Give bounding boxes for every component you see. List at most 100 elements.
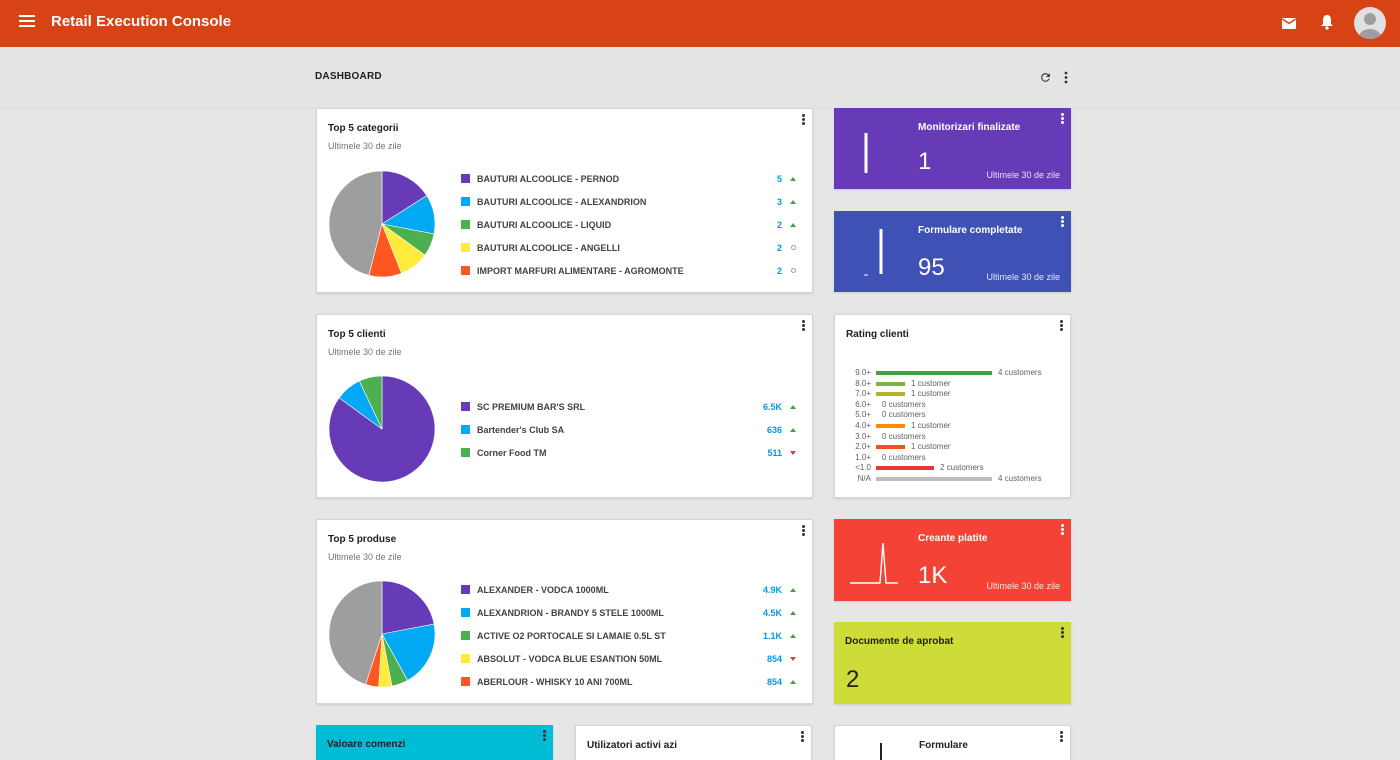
legend-item[interactable]: BAUTURI ALCOOLICE - ALEXANDRION 3: [461, 195, 798, 218]
card-title: Rating clienti: [846, 329, 909, 340]
rating-label: 3.0+: [855, 431, 871, 441]
legend-label: ALEXANDER - VODCA 1000ML: [477, 585, 609, 595]
pie-slice[interactable]: [381, 623, 436, 681]
card-title: Valoare comenzi: [327, 739, 406, 750]
legend-item[interactable]: ALEXANDER - VODCA 1000ML 4.9K: [461, 583, 798, 606]
rating-count: 2 customers: [940, 463, 984, 473]
legend-label: BAUTURI ALCOOLICE - PERNOD: [477, 174, 620, 184]
card-menu-icon[interactable]: [1058, 731, 1064, 743]
legend-swatch: [461, 220, 470, 229]
rating-label: 6.0+: [855, 399, 871, 409]
trend-flat-icon: [791, 245, 796, 250]
card-menu-icon[interactable]: [1059, 627, 1065, 639]
rating-label: 9.0+: [855, 368, 871, 377]
trend-up-icon: [790, 223, 796, 227]
forms-card: Formulare: [834, 725, 1071, 760]
sparkline-chart: [864, 133, 868, 173]
more-vert-icon[interactable]: [1062, 71, 1070, 89]
trend-up-icon: [790, 634, 796, 638]
clients-legend: SC PREMIUM BAR'S SRL 6.5K Bartender's Club…: [461, 400, 798, 469]
legend-item[interactable]: ABERLOUR - WHISKY 10 ANI 700ML 854: [461, 675, 798, 698]
stat-period: Ultimele 30 de zile: [986, 272, 1060, 282]
pie-slice[interactable]: [328, 580, 383, 685]
legend-swatch: [461, 425, 470, 434]
card-menu-icon[interactable]: [800, 114, 806, 126]
legend-item[interactable]: ABSOLUT - VODCA BLUE ESANTION 50ML 854: [461, 652, 798, 675]
legend-value: 2: [776, 243, 782, 253]
refresh-icon[interactable]: [1039, 71, 1052, 89]
card-menu-icon[interactable]: [800, 320, 806, 332]
paid-receivables-card: Creante platite 1K Ultimele 30 de zile: [834, 519, 1071, 601]
legend-label: ACTIVE O2 PORTOCALE SI LAMAIE 0.5L ST: [477, 631, 666, 641]
card-title: Top 5 clienti: [328, 329, 386, 340]
legend-value: 636: [766, 425, 782, 435]
legend-item[interactable]: Bartender's Club SA 636: [461, 423, 798, 446]
trend-flat-icon: [791, 268, 796, 273]
legend-item[interactable]: BAUTURI ALCOOLICE - LIQUID 2: [461, 218, 798, 241]
legend-item[interactable]: Corner Food TM 511: [461, 446, 798, 469]
products-pie-chart: [328, 580, 436, 688]
trend-up-icon: [790, 428, 796, 432]
legend-label: SC PREMIUM BAR'S SRL: [477, 402, 586, 412]
bell-icon[interactable]: [1320, 14, 1334, 35]
rating-label: 4.0+: [855, 421, 871, 430]
legend-label: ABSOLUT - VODCA BLUE ESANTION 50ML: [477, 654, 663, 664]
rating-label: <1.0: [855, 463, 871, 473]
mail-icon[interactable]: [1282, 16, 1296, 34]
rating-count: 0 customers: [882, 431, 926, 441]
card-title: Utilizatori activi azi: [587, 740, 678, 751]
legend-item[interactable]: ALEXANDRION - BRANDY 5 STELE 1000ML 4.5K: [461, 606, 798, 629]
legend-value: 5: [776, 174, 782, 184]
rating-bar: [876, 371, 992, 375]
legend-value: 2: [776, 266, 782, 276]
legend-item[interactable]: BAUTURI ALCOOLICE - PERNOD 5: [461, 172, 798, 195]
card-menu-icon[interactable]: [1058, 320, 1064, 332]
legend-label: Bartender's Club SA: [477, 425, 565, 435]
products-legend: ALEXANDER - VODCA 1000ML 4.9K ALEXANDRION …: [461, 583, 798, 698]
top-products-card: Top 5 produse Ultimele 30 de zile ALEXAN…: [316, 519, 813, 704]
pie-slice[interactable]: [381, 580, 435, 635]
legend-value: 1.1K: [762, 631, 782, 641]
legend-item[interactable]: BAUTURI ALCOOLICE - ANGELLI 2: [461, 241, 798, 264]
card-menu-icon[interactable]: [799, 731, 805, 743]
page-header: DASHBOARD: [0, 47, 1400, 109]
legend-swatch: [461, 448, 470, 457]
legend-label: BAUTURI ALCOOLICE - LIQUID: [477, 220, 612, 230]
legend-item[interactable]: SC PREMIUM BAR'S SRL 6.5K: [461, 400, 798, 423]
rating-count: 0 customers: [882, 452, 926, 462]
clients-pie-chart: [328, 375, 436, 483]
rating-label: 2.0+: [855, 442, 871, 452]
customer-rating-card: Rating clienti 9.0+ 4 customers 8.0+ 1 cust…: [834, 314, 1071, 498]
legend-label: BAUTURI ALCOOLICE - ANGELLI: [477, 243, 620, 253]
legend-item[interactable]: IMPORT MARFURI ALIMENTARE - AGROMONTE 2: [461, 264, 798, 287]
legend-label: IMPORT MARFURI ALIMENTARE - AGROMONTE: [477, 266, 684, 276]
rating-label: 7.0+: [855, 389, 871, 399]
legend-label: BAUTURI ALCOOLICE - ALEXANDRION: [477, 197, 647, 207]
pie-slice[interactable]: [359, 375, 383, 430]
pie-slice[interactable]: [381, 170, 428, 225]
documents-to-approve-card[interactable]: Documente de aprobat 2: [834, 622, 1071, 704]
rating-count: 0 customers: [882, 410, 926, 420]
menu-icon[interactable]: [19, 15, 35, 29]
rating-label: N/A: [857, 474, 871, 483]
trend-up-icon: [790, 680, 796, 684]
rating-count: 1 customer: [911, 442, 951, 452]
trend-up-icon: [790, 200, 796, 204]
stat-period: Ultimele 30 de zile: [986, 170, 1060, 180]
rating-bar: [876, 392, 905, 397]
legend-value: 4.5K: [762, 608, 782, 618]
trend-down-icon: [790, 451, 796, 455]
trend-up-icon: [790, 177, 796, 181]
card-menu-icon[interactable]: [1059, 113, 1065, 125]
card-menu-icon[interactable]: [1059, 216, 1065, 228]
trend-up-icon: [790, 611, 796, 615]
pie-slice[interactable]: [328, 170, 383, 276]
account-icon[interactable]: [1354, 7, 1386, 39]
legend-item[interactable]: ACTIVE O2 PORTOCALE SI LAMAIE 0.5L ST 1.1…: [461, 629, 798, 652]
card-menu-icon[interactable]: [800, 525, 806, 537]
card-title: Top 5 categorii: [328, 123, 399, 134]
active-users-card: Utilizatori activi azi: [575, 725, 812, 760]
card-menu-icon[interactable]: [1059, 524, 1065, 536]
legend-swatch: [461, 402, 470, 411]
card-menu-icon[interactable]: [541, 730, 547, 742]
